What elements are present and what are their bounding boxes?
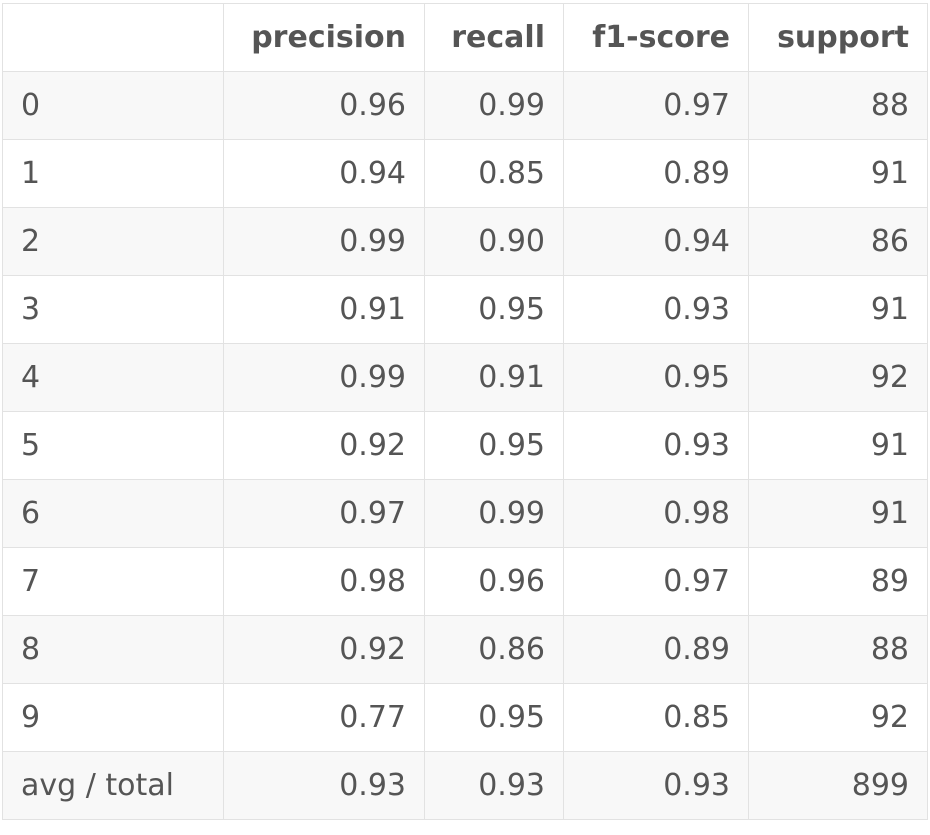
precision-cell: 0.97 <box>223 479 425 548</box>
row-label: 9 <box>2 683 224 752</box>
recall-cell: 0.99 <box>424 479 564 548</box>
f1-score-cell: 0.93 <box>563 275 749 344</box>
precision-cell: 0.99 <box>223 343 425 412</box>
support-cell: 899 <box>748 751 928 820</box>
support-cell: 91 <box>748 139 928 208</box>
precision-cell: 0.77 <box>223 683 425 752</box>
table-body: 0 0.96 0.99 0.97 88 1 0.94 0.85 0.89 9 1 … <box>2 71 928 820</box>
table-row: 8 0.92 0.86 0.89 88 <box>2 615 928 684</box>
table-row: 4 0.99 0.91 0.95 92 <box>2 343 928 412</box>
recall-cell: 0.99 <box>424 71 564 140</box>
precision-cell: 0.98 <box>223 547 425 616</box>
header-blank <box>2 3 224 72</box>
support-cell: 88 <box>748 615 928 684</box>
table-row: 5 0.92 0.95 0.93 91 <box>2 411 928 480</box>
row-label: avg / total <box>2 751 224 820</box>
table-row: 7 0.98 0.96 0.97 89 <box>2 547 928 616</box>
f1-score-cell: 0.98 <box>563 479 749 548</box>
row-label: 1 <box>2 139 224 208</box>
header-recall: recall <box>424 3 564 72</box>
precision-cell: 0.96 <box>223 71 425 140</box>
support-cell: 92 <box>748 343 928 412</box>
support-cell: 91 <box>748 479 928 548</box>
classification-report-table: precision recall f1-score support 0 0.96… <box>2 3 928 820</box>
total-row: avg / total 0.93 0.93 0.93 899 <box>2 751 928 820</box>
table-row: 1 0.94 0.85 0.89 91 <box>2 139 928 208</box>
row-label: 5 <box>2 411 224 480</box>
f1-score-cell: 0.89 <box>563 615 749 684</box>
support-cell: 86 <box>748 207 928 276</box>
precision-cell: 0.92 <box>223 411 425 480</box>
support-cell: 89 <box>748 547 928 616</box>
row-label: 7 <box>2 547 224 616</box>
recall-cell: 0.96 <box>424 547 564 616</box>
row-label: 6 <box>2 479 224 548</box>
f1-score-cell: 0.95 <box>563 343 749 412</box>
table-row: 0 0.96 0.99 0.97 88 <box>2 71 928 140</box>
table-header: precision recall f1-score support <box>2 3 928 72</box>
row-label: 3 <box>2 275 224 344</box>
recall-cell: 0.93 <box>424 751 564 820</box>
row-label: 2 <box>2 207 224 276</box>
precision-cell: 0.92 <box>223 615 425 684</box>
f1-score-cell: 0.85 <box>563 683 749 752</box>
recall-cell: 0.90 <box>424 207 564 276</box>
support-cell: 91 <box>748 275 928 344</box>
f1-score-cell: 0.89 <box>563 139 749 208</box>
header-support: support <box>748 3 928 72</box>
header-f1-score: f1-score <box>563 3 749 72</box>
header-row: precision recall f1-score support <box>2 3 928 72</box>
table-row: 2 0.99 0.90 0.94 86 <box>2 207 928 276</box>
recall-cell: 0.91 <box>424 343 564 412</box>
header-precision: precision <box>223 3 425 72</box>
f1-score-cell: 0.93 <box>563 751 749 820</box>
f1-score-cell: 0.97 <box>563 547 749 616</box>
support-cell: 92 <box>748 683 928 752</box>
support-cell: 88 <box>748 71 928 140</box>
recall-cell: 0.95 <box>424 683 564 752</box>
precision-cell: 0.91 <box>223 275 425 344</box>
table-row: 6 0.97 0.99 0.98 91 <box>2 479 928 548</box>
row-label: 8 <box>2 615 224 684</box>
f1-score-cell: 0.97 <box>563 71 749 140</box>
support-cell: 91 <box>748 411 928 480</box>
recall-cell: 0.86 <box>424 615 564 684</box>
table-row: 9 0.77 0.95 0.85 92 <box>2 683 928 752</box>
table-row: 3 0.91 0.95 0.93 91 <box>2 275 928 344</box>
precision-cell: 0.99 <box>223 207 425 276</box>
recall-cell: 0.95 <box>424 411 564 480</box>
precision-cell: 0.94 <box>223 139 425 208</box>
recall-cell: 0.95 <box>424 275 564 344</box>
f1-score-cell: 0.94 <box>563 207 749 276</box>
row-label: 4 <box>2 343 224 412</box>
recall-cell: 0.85 <box>424 139 564 208</box>
row-label: 0 <box>2 71 224 140</box>
f1-score-cell: 0.93 <box>563 411 749 480</box>
precision-cell: 0.93 <box>223 751 425 820</box>
